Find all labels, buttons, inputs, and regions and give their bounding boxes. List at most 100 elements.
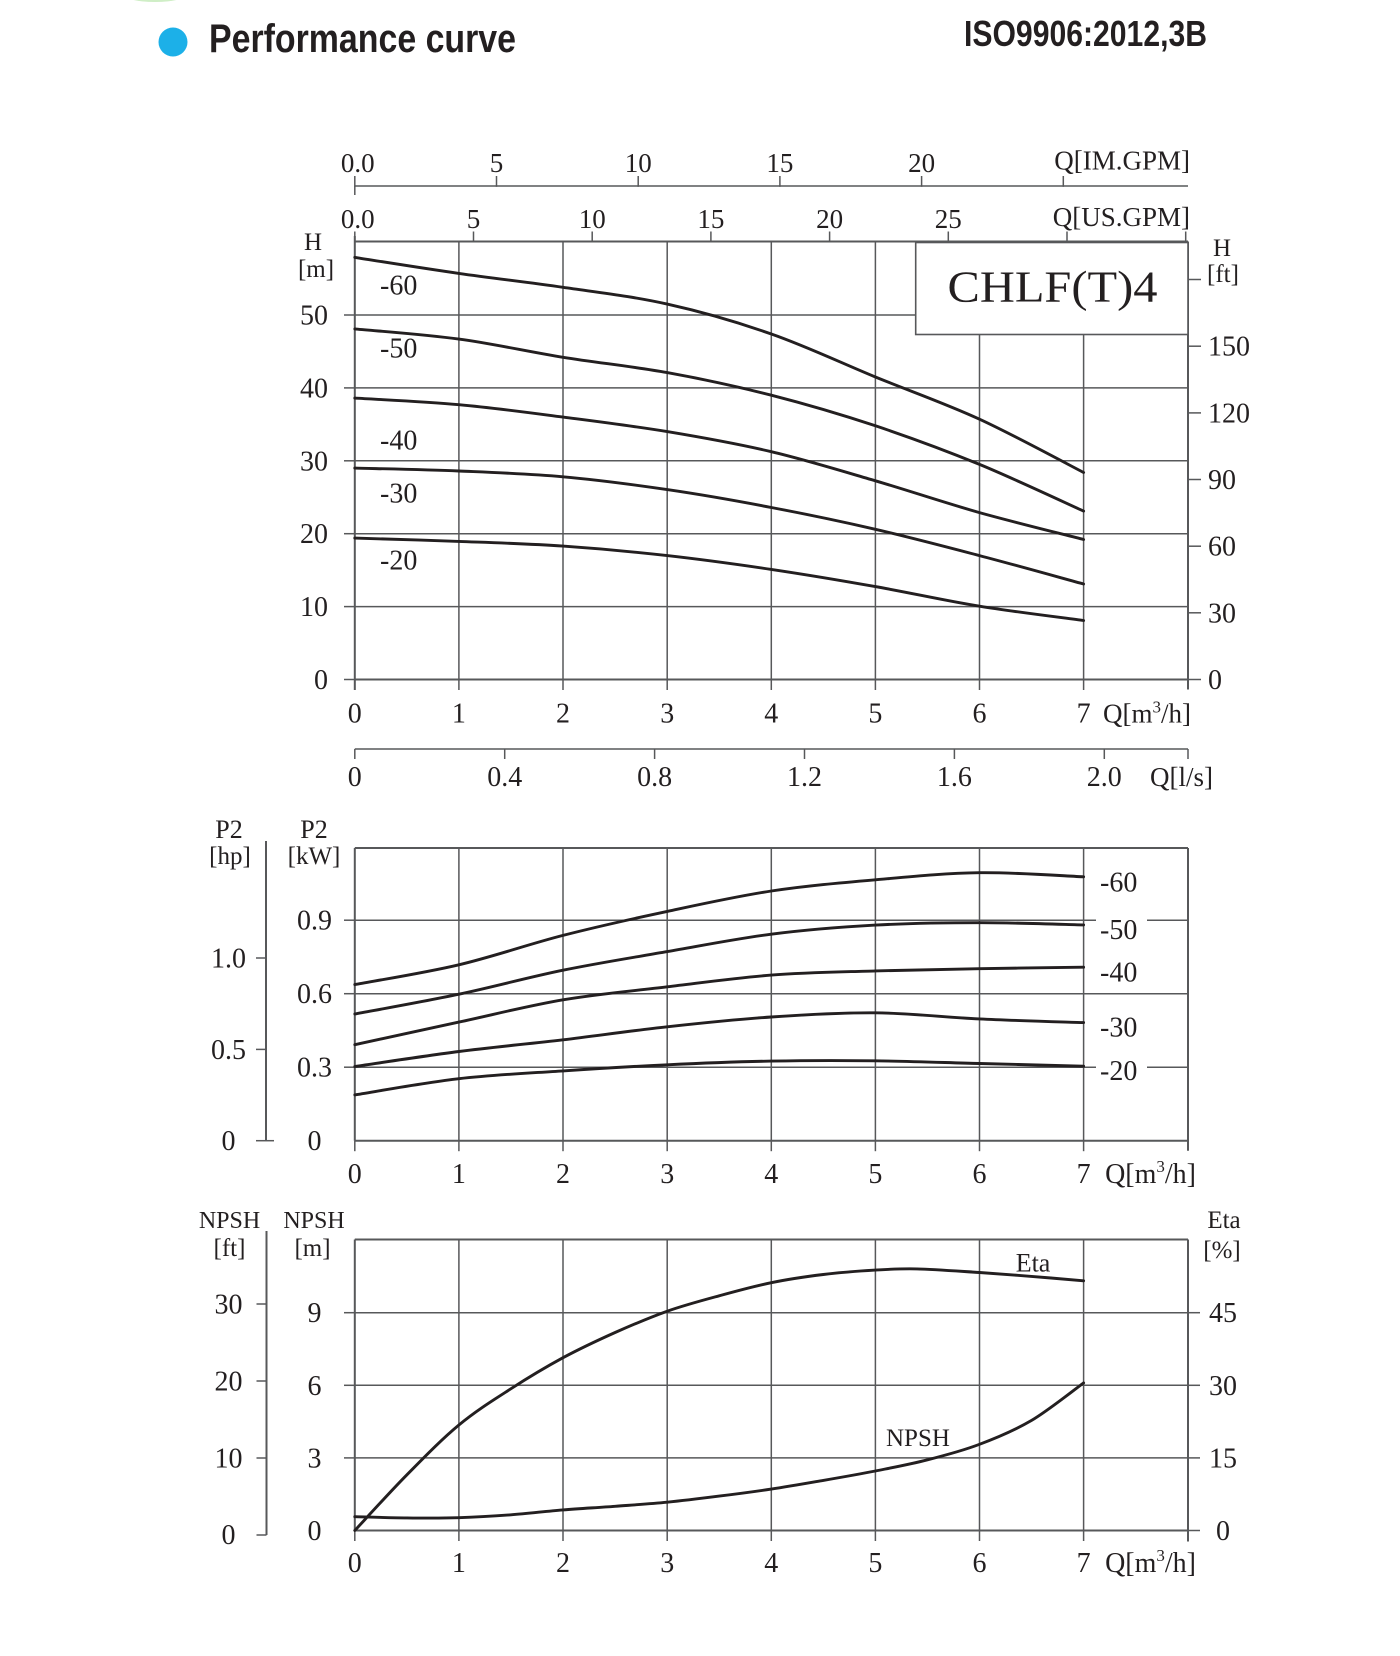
svg-text:0.0: 0.0	[341, 204, 375, 234]
svg-text:-50: -50	[380, 334, 417, 365]
svg-text:NPSH: NPSH	[283, 1208, 344, 1234]
svg-text:0: 0	[308, 1516, 322, 1547]
svg-text:1.6: 1.6	[937, 762, 972, 793]
svg-text:0: 0	[348, 699, 362, 730]
svg-text:[m]: [m]	[298, 256, 334, 283]
svg-text:CHLF(T)4: CHLF(T)4	[948, 263, 1158, 312]
svg-text:20: 20	[215, 1367, 243, 1398]
svg-text:0: 0	[1208, 665, 1222, 696]
svg-text:20: 20	[908, 148, 935, 178]
svg-text:5: 5	[467, 204, 481, 234]
svg-text:0: 0	[314, 665, 328, 696]
svg-text:1: 1	[452, 1548, 466, 1579]
svg-text:10: 10	[215, 1444, 243, 1475]
svg-text:6: 6	[973, 1159, 987, 1190]
svg-text:0.9: 0.9	[297, 906, 332, 937]
svg-text:[%]: [%]	[1203, 1237, 1240, 1264]
svg-text:15: 15	[766, 148, 793, 178]
svg-text:5: 5	[868, 699, 882, 730]
svg-text:1.0: 1.0	[211, 944, 246, 975]
svg-text:0.8: 0.8	[637, 762, 672, 793]
svg-text:-40: -40	[380, 426, 417, 457]
svg-text:15: 15	[1209, 1443, 1237, 1474]
svg-text:-40: -40	[1100, 958, 1137, 989]
svg-text:0: 0	[222, 1126, 236, 1157]
svg-text:1: 1	[452, 1159, 466, 1190]
svg-text:-30: -30	[1100, 1013, 1137, 1044]
svg-text:20: 20	[816, 204, 843, 234]
svg-text:30: 30	[215, 1290, 243, 1321]
svg-text:30: 30	[300, 446, 328, 477]
svg-text:3: 3	[660, 1159, 674, 1190]
svg-text:1.2: 1.2	[787, 762, 822, 793]
svg-text:3: 3	[660, 1548, 674, 1579]
svg-text:2.0: 2.0	[1087, 762, 1122, 793]
svg-text:1: 1	[452, 699, 466, 730]
svg-text:2: 2	[556, 699, 570, 730]
svg-text:P2: P2	[215, 815, 242, 844]
svg-text:2: 2	[556, 1159, 570, 1190]
svg-text:0.0: 0.0	[341, 148, 375, 178]
svg-text:[kW]: [kW]	[288, 843, 341, 870]
svg-text:7: 7	[1077, 699, 1091, 730]
svg-text:25: 25	[935, 204, 962, 234]
svg-text:0: 0	[348, 1548, 362, 1579]
svg-text:10: 10	[300, 592, 328, 623]
svg-text:15: 15	[697, 204, 724, 234]
svg-text:4: 4	[764, 1159, 778, 1190]
svg-text:[m]: [m]	[294, 1235, 330, 1262]
svg-text:6: 6	[973, 1548, 987, 1579]
svg-text:Q[m3/h]: Q[m3/h]	[1103, 698, 1191, 729]
svg-text:0: 0	[348, 1159, 362, 1190]
svg-text:9: 9	[308, 1298, 322, 1329]
svg-text:5: 5	[868, 1159, 882, 1190]
svg-text:10: 10	[625, 148, 652, 178]
svg-text:10: 10	[579, 204, 606, 234]
svg-text:Q[US.GPM]: Q[US.GPM]	[1053, 202, 1190, 232]
svg-text:0: 0	[1216, 1516, 1230, 1547]
svg-text:20: 20	[300, 519, 328, 550]
svg-text:120: 120	[1208, 398, 1250, 429]
svg-text:-60: -60	[380, 271, 417, 302]
svg-text:Q[m3/h]: Q[m3/h]	[1105, 1157, 1196, 1190]
svg-text:50: 50	[300, 301, 328, 332]
svg-text:H: H	[304, 229, 322, 256]
svg-text:45: 45	[1209, 1298, 1237, 1329]
svg-text:3: 3	[660, 699, 674, 730]
svg-text:5: 5	[490, 148, 504, 178]
svg-text:30: 30	[1208, 598, 1236, 629]
svg-text:[ft]: [ft]	[214, 1235, 246, 1262]
svg-text:-60: -60	[1100, 867, 1137, 898]
svg-text:Q[l/s]: Q[l/s]	[1150, 762, 1213, 792]
svg-text:0: 0	[222, 1520, 236, 1551]
svg-text:150: 150	[1208, 332, 1250, 363]
svg-text:3: 3	[308, 1443, 322, 1474]
svg-text:[hp]: [hp]	[209, 843, 251, 870]
svg-text:40: 40	[300, 373, 328, 404]
svg-text:-20: -20	[380, 546, 417, 577]
svg-text:P2: P2	[300, 815, 327, 844]
svg-text:4: 4	[764, 699, 778, 730]
svg-text:0: 0	[348, 762, 362, 793]
svg-text:-30: -30	[380, 479, 417, 510]
svg-text:2: 2	[556, 1548, 570, 1579]
svg-text:6: 6	[973, 699, 987, 730]
svg-text:4: 4	[764, 1548, 778, 1579]
svg-text:H: H	[1213, 235, 1231, 262]
svg-text:Q[m3/h]: Q[m3/h]	[1105, 1546, 1196, 1579]
svg-text:7: 7	[1077, 1159, 1091, 1190]
svg-text:7: 7	[1077, 1548, 1091, 1579]
svg-text:ISO9906:2012,3B: ISO9906:2012,3B	[964, 13, 1207, 54]
svg-text:0.3: 0.3	[297, 1053, 332, 1084]
svg-text:6: 6	[308, 1371, 322, 1402]
svg-text:Eta: Eta	[1016, 1249, 1051, 1278]
svg-text:Q[IM.GPM]: Q[IM.GPM]	[1054, 146, 1190, 176]
svg-text:NPSH: NPSH	[199, 1208, 260, 1234]
svg-text:[ft]: [ft]	[1207, 261, 1239, 288]
svg-text:-20: -20	[1100, 1056, 1137, 1087]
svg-text:Eta: Eta	[1207, 1207, 1240, 1234]
svg-text:90: 90	[1208, 465, 1236, 496]
svg-text:Performance curve: Performance curve	[209, 17, 516, 61]
svg-text:30: 30	[1209, 1371, 1237, 1402]
svg-text:-50: -50	[1100, 915, 1137, 946]
